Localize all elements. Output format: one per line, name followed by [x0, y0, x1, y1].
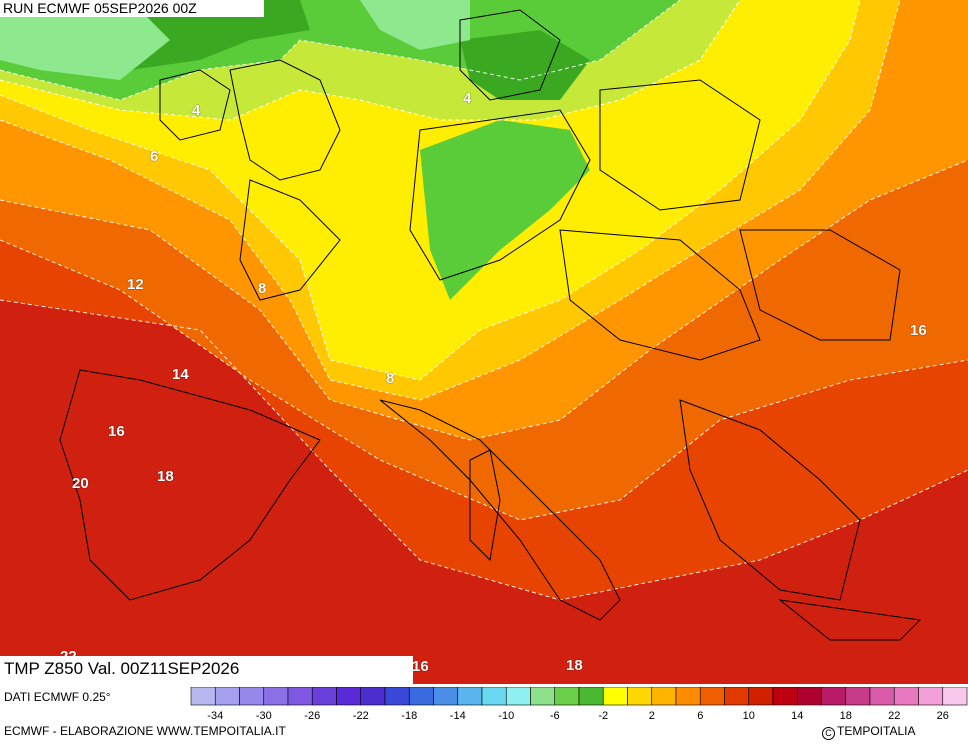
legend-swatch: [239, 687, 265, 706]
legend-tick-label: 18: [840, 710, 852, 722]
contour-label: 20: [72, 475, 89, 492]
brand-text: TEMPOITALIA: [837, 724, 916, 738]
legend-tick-label: -22: [353, 710, 369, 722]
contour-label: 18: [566, 657, 583, 674]
legend-tick-label: 14: [791, 710, 803, 722]
legend-swatch: [602, 687, 628, 706]
legend-tick-label: -30: [256, 710, 272, 722]
contour-label: 4: [463, 90, 472, 107]
legend-swatch: [651, 687, 677, 706]
legend-swatch: [578, 687, 604, 706]
legend-swatch: [845, 687, 871, 706]
legend-swatch: [408, 687, 434, 706]
legend-swatch: [893, 687, 919, 706]
legend-tick-label: -34: [207, 710, 223, 722]
contour-label: 8: [386, 370, 395, 387]
temp-field-4: [130, 0, 590, 100]
legend-swatch: [724, 687, 750, 706]
legend-tick-label: -26: [304, 710, 320, 722]
legend-swatch: [384, 687, 410, 706]
legend-tick-label: -10: [498, 710, 514, 722]
run-label: RUN ECMWF 05SEP2026 00Z: [0, 0, 264, 17]
legend-tick-label: -6: [550, 710, 560, 722]
contour-label: 16: [412, 658, 429, 675]
legend-swatch: [942, 687, 968, 706]
variable-label: TMP Z850 Val. 00Z11SEP2026: [0, 656, 413, 684]
coastlines: [59, 9, 922, 641]
temp-field-2: [0, 0, 470, 80]
contour-label: 12: [127, 276, 144, 293]
legend-swatch: [918, 687, 944, 706]
legend-swatch: [699, 687, 725, 706]
temperature-map: [0, 0, 968, 684]
legend-swatch: [287, 687, 313, 706]
legend-swatch: [457, 687, 483, 706]
legend-swatch: [554, 687, 580, 706]
legend-tick-label: 26: [937, 710, 949, 722]
legend-swatch: [505, 687, 531, 706]
legend-swatch: [433, 687, 459, 706]
contour-label: 6: [150, 148, 159, 165]
legend-swatch: [311, 687, 337, 706]
legend-swatch: [190, 687, 216, 706]
credits-label: ECMWF - ELABORAZIONE WWW.TEMPOITALIA.IT: [4, 724, 286, 738]
legend-swatch: [263, 687, 289, 706]
legend-swatch: [530, 687, 556, 706]
contour-label: 8: [258, 280, 267, 297]
contour-label: 4: [192, 102, 201, 119]
legend-tick-label: -14: [450, 710, 466, 722]
temp-field-germany: [420, 120, 590, 300]
legend-tick-label: -18: [401, 710, 417, 722]
legend-tick-label: 6: [697, 710, 703, 722]
legend-swatch: [675, 687, 701, 706]
contour-label: 18: [157, 468, 174, 485]
legend-tick-label: -2: [598, 710, 608, 722]
legend-tick-label: 22: [888, 710, 900, 722]
color-legend: -34-30-26-22-18-14-10-6-2261014182226303…: [190, 687, 968, 722]
legend-swatch: [748, 687, 774, 706]
contour-label: 16: [108, 423, 125, 440]
legend-swatch: [796, 687, 822, 706]
legend-swatch: [627, 687, 653, 706]
copyright-icon: C: [822, 727, 835, 740]
legend-swatch: [214, 687, 240, 706]
legend-swatch: [481, 687, 507, 706]
contour-label: 16: [910, 322, 927, 339]
legend-swatch: [360, 687, 386, 706]
legend-tick-label: 2: [649, 710, 655, 722]
legend-tick-label: 10: [743, 710, 755, 722]
data-source-label: DATI ECMWF 0.25°: [4, 690, 111, 704]
brand-label: C TEMPOITALIA: [822, 724, 915, 740]
legend-swatch: [772, 687, 798, 706]
contour-label: 14: [172, 366, 189, 383]
legend-swatch: [336, 687, 362, 706]
legend-swatch: [821, 687, 847, 706]
legend-swatch: [869, 687, 895, 706]
